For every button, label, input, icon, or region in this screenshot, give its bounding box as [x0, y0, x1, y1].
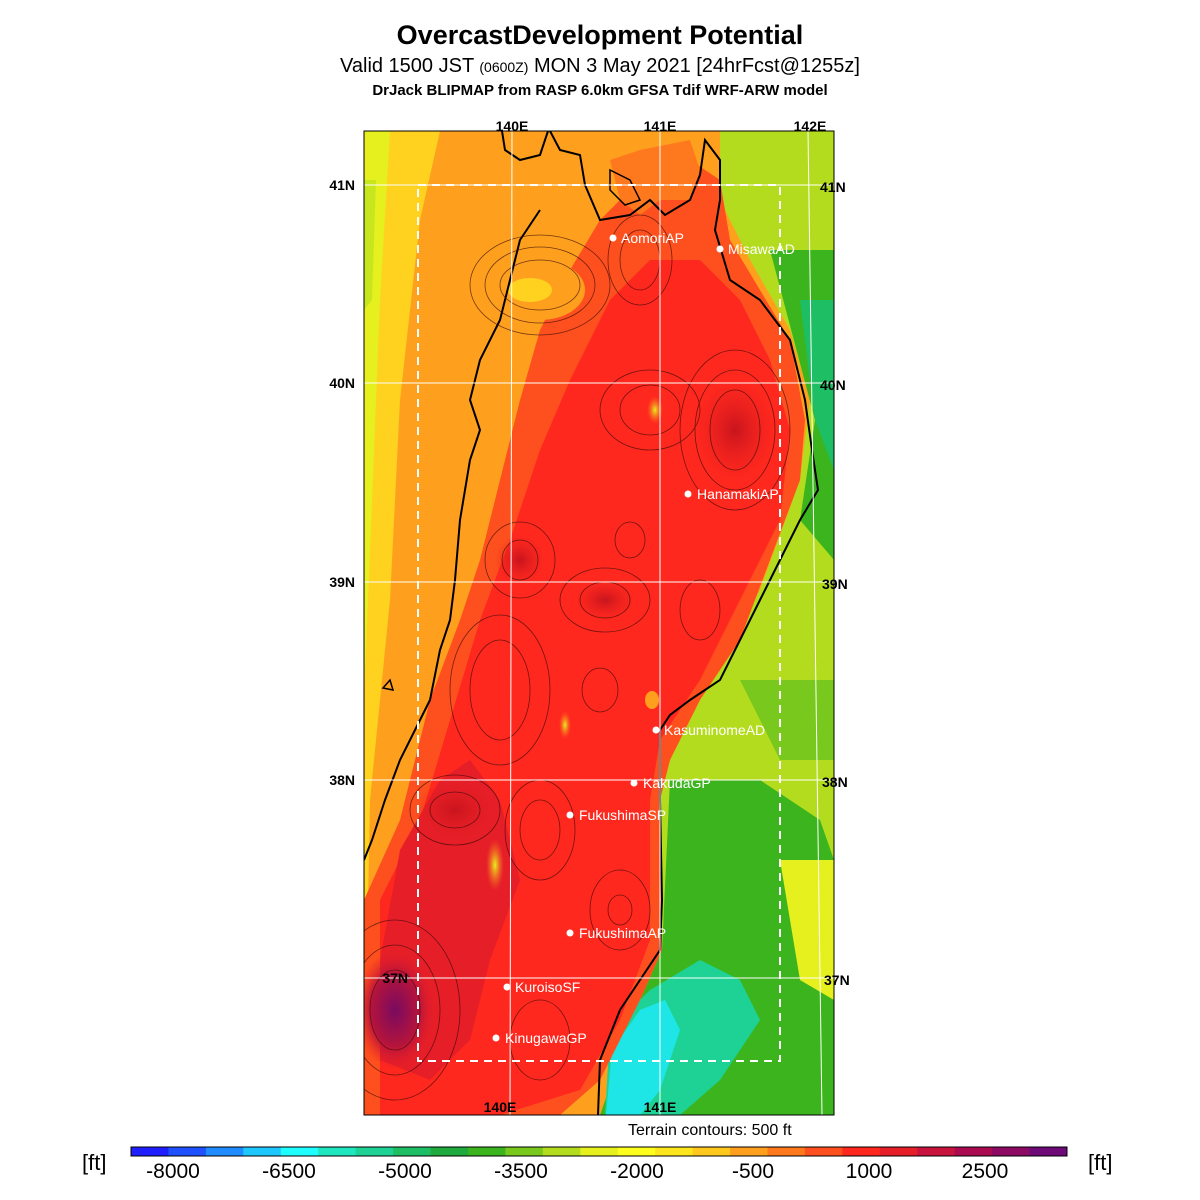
colorbar-swatch [617, 1147, 656, 1156]
colorbar-swatch [692, 1147, 731, 1156]
station-label: FukushimaSP [579, 807, 666, 823]
unit-label-left: [ft] [82, 1150, 107, 1175]
station-label: KasuminomeAD [664, 722, 765, 738]
lat-label-left: 40N [329, 375, 355, 391]
lon-label-bottom: 141E [644, 1099, 677, 1115]
colorbar-swatch [205, 1147, 244, 1156]
colorbar-swatch [505, 1147, 544, 1156]
lon-label-bottom: 140E [484, 1099, 517, 1115]
colorbar-swatch [842, 1147, 881, 1156]
station-label: KinugawaGP [505, 1030, 587, 1046]
lat-label-left: 37N [382, 970, 408, 986]
colorbar-label: -2000 [610, 1160, 664, 1183]
station-dot [609, 234, 617, 242]
station-dot [492, 1034, 500, 1042]
lat-label-left: 38N [329, 772, 355, 788]
map-title: OvercastDevelopment Potential [396, 20, 804, 50]
lat-label-right: 37N [824, 972, 850, 988]
colorbar-label: 2500 [961, 1160, 1009, 1183]
lat-label-right: 38N [822, 774, 848, 790]
model-description: DrJack BLIPMAP from RASP 6.0km GFSA Tdif… [372, 82, 828, 99]
valid-date: MON 3 May 2021 [528, 55, 697, 77]
colorbar-label: 1000 [845, 1160, 893, 1183]
lat-label-right: 39N [822, 576, 848, 592]
station-dot [684, 490, 692, 498]
graticule [364, 131, 834, 1115]
colorbar-swatch [393, 1147, 432, 1156]
colorbar-swatch [730, 1147, 768, 1156]
colorbar-swatch [580, 1147, 619, 1156]
unit-label-right: [ft] [1088, 1150, 1113, 1175]
lon-label-top: 142E [794, 118, 827, 134]
colorbar-swatch [243, 1147, 282, 1156]
colorbar-swatch [992, 1147, 1031, 1156]
station-dot [630, 779, 638, 787]
map-frame [363, 130, 835, 1116]
utc-time: (0600Z) [479, 59, 529, 75]
lon-label-top: 140E [496, 118, 529, 134]
valid-time: Valid 1500 JST [340, 55, 480, 77]
lat-label-right: 41N [820, 179, 846, 195]
inner-domain-box [417, 184, 781, 1062]
colorbar-swatch [467, 1147, 506, 1156]
station-label: HanamakiAP [697, 486, 779, 502]
station-dot [716, 245, 724, 253]
colorbar-swatch [355, 1147, 394, 1156]
colorbar [130, 1146, 1068, 1157]
colorbar-swatch [767, 1147, 806, 1156]
colorbar-swatch [1029, 1147, 1068, 1156]
colorbar-swatch [804, 1147, 843, 1156]
colorbar-frame [130, 1146, 1068, 1157]
colorbar-label: -8000 [146, 1160, 200, 1183]
lat-label-left: 39N [329, 574, 355, 590]
lon-label-top: 141E [644, 118, 677, 134]
station-label: MisawaAD [728, 241, 795, 257]
station-markers: AomoriAP MisawaAD HanamakiAP KasuminomeA… [492, 230, 795, 1046]
colorbar-swatch [879, 1147, 918, 1156]
station-label: FukushimaAP [579, 925, 666, 941]
colorbar-swatch [430, 1147, 469, 1156]
lat-label-left: 41N [329, 177, 355, 193]
station-dot [566, 811, 574, 819]
colorbar-swatch [954, 1147, 993, 1156]
colorbar-swatch [131, 1147, 169, 1156]
colorbar-label: -5000 [378, 1160, 432, 1183]
colorbar-swatch [168, 1147, 207, 1156]
colorbar-label: -3500 [494, 1160, 548, 1183]
station-label: KuroisoSF [515, 979, 580, 995]
forecast-info: [24hrFcst@1255z] [696, 55, 860, 77]
terrain-contour-note: Terrain contours: 500 ft [628, 1122, 792, 1139]
valid-time-subtitle: Valid 1500 JST (0600Z) MON 3 May 2021 [2… [0, 55, 1200, 78]
terrain-contours [364, 214, 791, 1101]
station-label: KakudaGP [643, 775, 711, 791]
field-layer [364, 131, 834, 1115]
lat-label-right: 40N [820, 377, 846, 393]
colorbar-swatch [655, 1147, 694, 1156]
station-dot [652, 726, 660, 734]
station-label: AomoriAP [621, 230, 684, 246]
station-dot [503, 983, 511, 991]
colorbar-swatch [917, 1147, 956, 1156]
colorbar-swatch [318, 1147, 357, 1156]
colorbar-swatch [542, 1147, 581, 1156]
station-dot [566, 929, 574, 937]
colorbar-label: -500 [731, 1160, 775, 1183]
colorbar-swatch [280, 1147, 319, 1156]
colorbar-label: -6500 [262, 1160, 316, 1183]
